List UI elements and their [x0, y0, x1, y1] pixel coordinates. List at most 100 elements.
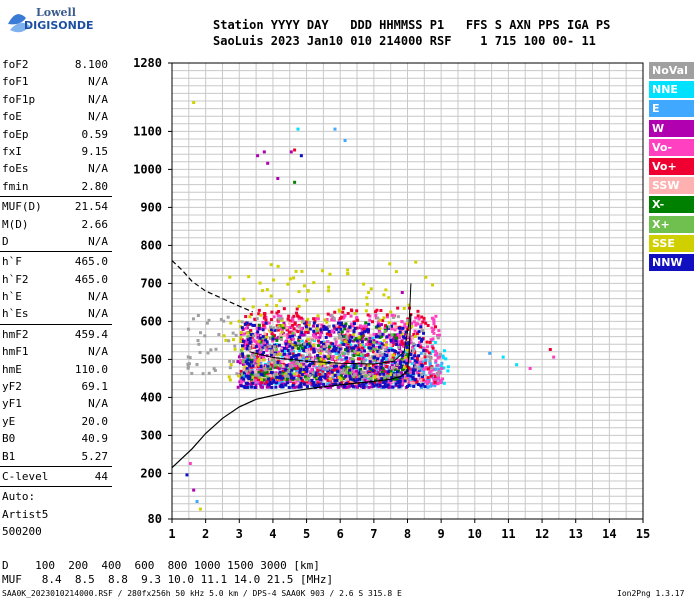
echo-point-w: [329, 385, 333, 389]
x-tick-label: 12: [535, 527, 549, 541]
param-label: foF1: [2, 75, 29, 89]
echo-point-noval: [318, 366, 322, 370]
echo-point-sse: [257, 339, 261, 343]
echo-point-vo: [356, 346, 360, 350]
param-value: 8.100: [74, 58, 108, 71]
echo-point-vo: [426, 376, 430, 380]
echo-point-ssw: [285, 326, 289, 330]
echo-point-vo: [431, 337, 435, 341]
echo-point-x: [324, 361, 328, 365]
param-label: fmin: [2, 179, 29, 193]
echo-point-vo: [351, 370, 355, 374]
echo-point-nne: [278, 381, 282, 385]
echo-point-nnw: [264, 338, 268, 342]
echo-point-vo: [360, 329, 364, 333]
echo-point-ssw: [349, 329, 353, 333]
echo-point-nnw: [323, 372, 327, 376]
echo-point-e: [422, 372, 426, 376]
echo-point-nnw: [416, 382, 420, 386]
echo-point-e: [428, 364, 432, 368]
echo-point-nne: [281, 379, 285, 383]
echo-point-ssw: [394, 325, 398, 329]
echo-point-nnw: [332, 345, 336, 349]
echo-point-w: [394, 384, 398, 388]
echo-point-x: [392, 377, 396, 381]
echo-point-noval: [430, 366, 434, 370]
echo-point-nnw: [281, 385, 285, 389]
echo-point-vo: [295, 307, 299, 311]
echo-point-sse: [346, 268, 350, 272]
echo-point-vo: [382, 344, 386, 348]
echo-point-vo: [351, 334, 355, 338]
echo-point-vo: [297, 338, 301, 342]
echo-point-noval: [273, 361, 277, 365]
echo-point-nnw: [394, 349, 398, 353]
echo-point-vo: [316, 366, 320, 370]
echo-point-nnw: [291, 346, 295, 350]
echo-point-vo: [276, 350, 280, 354]
echo-point-nnw: [333, 379, 337, 383]
echo-point-nne: [288, 348, 292, 352]
echo-point: [293, 180, 297, 184]
echo-point-sse: [365, 302, 369, 306]
echo-point-w: [239, 332, 243, 336]
echo-point-vo: [285, 344, 289, 348]
echo-point-vo: [297, 366, 301, 370]
echo-point-nnw: [323, 375, 327, 379]
echo-point-nnw: [290, 376, 294, 380]
param-row-he: h`E N/A: [0, 288, 112, 305]
echo-point-vo: [262, 356, 266, 360]
param-row-hf: h`F 465.0: [0, 253, 112, 270]
echo-point-nnw: [351, 385, 355, 389]
echo-point-vo: [348, 360, 352, 364]
echo-point-sse: [265, 335, 269, 339]
echo-point-x: [285, 377, 289, 381]
echo-point-vo: [299, 327, 303, 331]
footer-file-info: SAA0K_2023010214000.RSF / 280fx256h 50 k…: [2, 589, 402, 598]
echo-point-sse: [387, 296, 391, 300]
echo-point-x: [350, 357, 354, 361]
legend-item-nnw: NNW: [649, 253, 694, 271]
echo-point-vo: [249, 329, 253, 333]
echo-point-vo: [294, 366, 298, 370]
echo-point-x: [352, 354, 356, 358]
echo-point-nnw: [332, 324, 336, 328]
echo-point-nnw: [369, 346, 373, 350]
echo-point-sse: [302, 284, 306, 288]
echo-point-vo: [434, 379, 438, 383]
echo-point-vo: [239, 378, 243, 382]
echo-point-sse: [243, 365, 247, 369]
echo-point-nnw: [308, 327, 312, 331]
echo-point-ssw: [255, 370, 259, 374]
echo-point-vo: [365, 353, 369, 357]
echo-point-e: [374, 369, 378, 373]
echo-point-w: [380, 323, 384, 327]
echo-point-x: [265, 370, 269, 374]
echo-point-vo: [332, 368, 336, 372]
echo-point-vo: [253, 345, 257, 349]
echo-point-vo: [440, 366, 444, 370]
echo-point-nnw: [394, 339, 398, 343]
echo-point-sse: [388, 262, 392, 266]
echo-point-noval: [248, 368, 252, 372]
echo-point-ssw: [323, 364, 327, 368]
echo-point-vo: [397, 340, 401, 344]
echo-point-nnw: [298, 384, 302, 388]
echo-point-vo: [363, 324, 367, 328]
echo-point-nnw: [281, 376, 285, 380]
echo-point-x: [370, 346, 374, 350]
echo-point-noval: [383, 348, 387, 352]
echo-point-vo: [437, 333, 441, 337]
echo-point-sse: [280, 330, 284, 334]
echo-point-sse: [246, 331, 250, 335]
echo-point-nnw: [375, 383, 379, 387]
echo-point-x: [392, 333, 396, 337]
param-value: 44: [94, 469, 108, 483]
echo-point-nne: [361, 343, 365, 347]
auto-line: Auto:: [2, 490, 36, 504]
echo-point-sse: [299, 363, 303, 367]
echo-point-sse: [356, 351, 360, 355]
echo-point-nnw: [274, 385, 278, 389]
echo-point-nnw: [404, 361, 408, 365]
echo-point-sse: [382, 316, 386, 320]
